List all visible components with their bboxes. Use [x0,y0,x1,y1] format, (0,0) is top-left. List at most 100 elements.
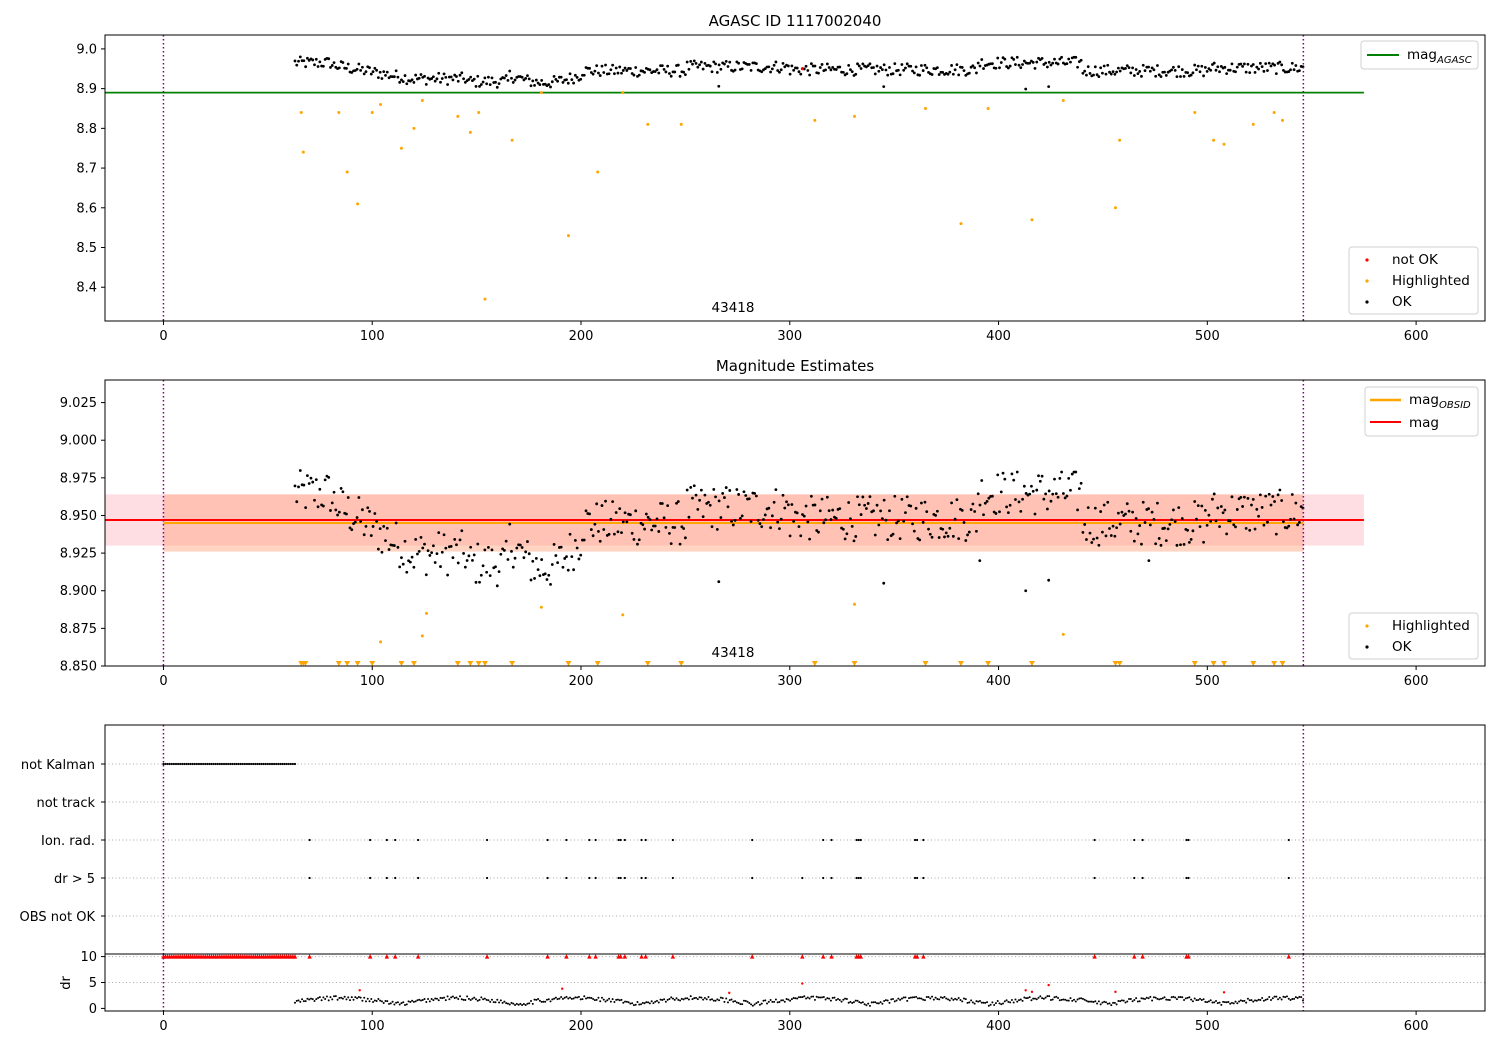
point-ok [1257,67,1260,71]
marker-below-range [811,661,818,666]
point-ok [346,62,350,66]
dr-point [441,997,444,1000]
dr-point [505,1002,508,1005]
point-ok [845,72,849,75]
dr-point [508,1003,511,1006]
dr-point [671,997,674,1000]
dr-point [638,1003,641,1006]
point-ok [863,503,867,507]
dr-point [1142,997,1145,1000]
flag-label-obs-not-ok: OBS not OK [20,910,96,925]
point-ok [1010,472,1014,476]
dr-point [1259,998,1262,1001]
point-ok [1262,69,1266,73]
point-ok [1031,489,1035,493]
dr-point [577,995,580,998]
point-highlighted [813,118,817,122]
dr-point [966,1001,969,1004]
flag-dr-gt-5 [822,876,825,880]
dr-point [1266,998,1269,1001]
dr-marker-over-limit [307,954,312,959]
point-ok [950,64,953,67]
point-highlighted [356,202,360,206]
dr-point [1005,999,1008,1002]
point-ok [417,549,421,553]
point-ok [1202,540,1205,544]
point-ok [856,62,859,66]
dr-point [1145,996,1148,999]
point-ok [1152,517,1156,521]
point-ok [330,501,334,505]
dr-point-red [561,987,564,990]
dr-point [490,998,493,1001]
point-ok [747,62,751,66]
dr-point [950,997,953,1000]
flag-not-kalman [289,762,292,766]
point-highlighted [959,222,963,226]
point-ok [786,64,790,68]
dr-point [915,995,918,998]
flag-not-kalman [197,762,201,766]
point-ok [905,495,909,499]
point-ok [1118,522,1122,526]
point-ok [1241,64,1245,68]
dr-point [1158,998,1161,1001]
point-ok [834,516,838,520]
marker-below-range [678,661,685,666]
dr-point [1202,998,1205,1001]
point-ok [1278,60,1282,64]
point-ok [1108,527,1111,530]
point-ok [414,73,418,77]
dr-point [742,999,745,1002]
point-ok [382,70,386,74]
point-ok [1093,65,1097,69]
point-ok [1189,73,1193,77]
point-ok [1287,70,1291,73]
flag-dr-gt-5 [546,876,549,880]
point-ok [937,73,941,76]
point-ok [444,75,448,79]
point-ok [479,573,483,577]
point-ok [366,506,370,510]
point-ok [1049,499,1053,503]
point-ok [1219,65,1223,68]
dr-marker-over-limit [1092,954,1097,959]
point-ok [460,529,464,533]
dr-point [842,998,845,1001]
dr-point [753,1003,756,1006]
point-ok [662,516,666,520]
dr-point [1248,999,1251,1002]
dr-point [906,999,909,1002]
point-ok [524,550,528,554]
dr-point [1103,1000,1106,1003]
point-ok [1157,73,1161,77]
point-ok [1271,495,1275,498]
point-ok [1200,504,1204,508]
point-ok [1267,61,1271,65]
dr-point [893,1000,896,1003]
dr-point [469,998,472,1001]
dr-point [776,1001,779,1004]
dr-point [833,996,836,999]
dr-point [592,998,595,1001]
point-ok [321,64,325,68]
x-tick-label: 0 [159,1019,167,1034]
point-ok [1246,496,1250,500]
dr-point [336,998,339,1001]
dr-marker-over-limit [384,954,390,959]
point-ok [733,68,737,72]
dr-point [565,995,568,998]
point-ok [1148,523,1152,527]
flag-dr-gt-5 [308,876,311,880]
point-ok [822,521,826,525]
point-ok [572,81,575,85]
point-highlighted [1272,110,1276,114]
point-ok [1147,507,1150,511]
point-ok [398,565,402,569]
point-ok [767,506,771,510]
dr-y-tick-label: 5 [89,976,97,991]
dr-point [588,996,591,999]
dr-point [364,1000,367,1003]
point-ok [1024,87,1028,91]
x-tick-label: 500 [1195,329,1220,344]
